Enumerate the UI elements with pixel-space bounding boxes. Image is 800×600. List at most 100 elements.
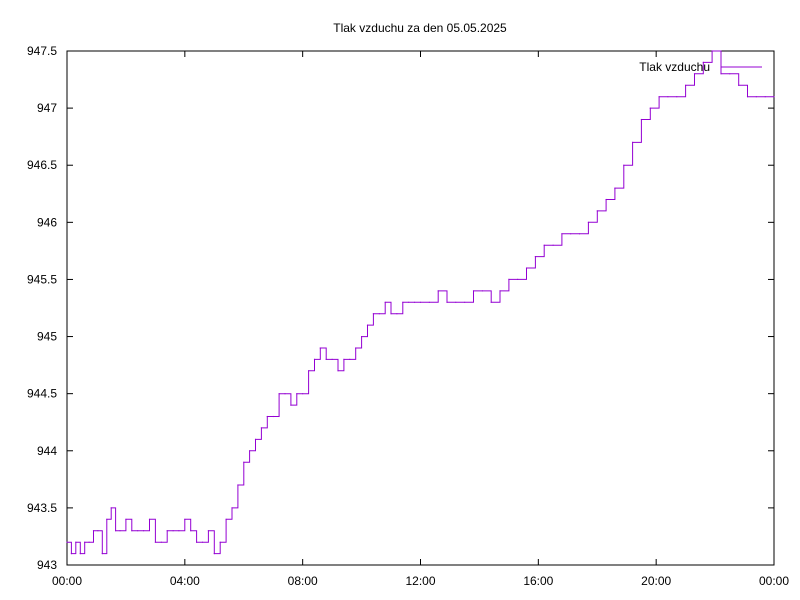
data-point	[160, 541, 162, 543]
data-point	[284, 393, 286, 395]
data-point	[632, 141, 634, 143]
data-point	[319, 347, 321, 349]
data-point	[302, 393, 304, 395]
data-point	[378, 313, 380, 315]
data-point	[231, 507, 233, 509]
data-point	[437, 290, 439, 292]
data-point	[525, 267, 528, 269]
data-point	[207, 530, 209, 532]
data-point	[172, 530, 174, 532]
data-point	[390, 313, 392, 315]
data-point	[237, 484, 239, 486]
data-point	[143, 530, 145, 532]
y-tick-label: 943	[37, 558, 57, 572]
data-point	[755, 96, 757, 98]
data-point	[481, 290, 483, 292]
data-point	[428, 301, 430, 303]
data-point	[266, 415, 268, 418]
data-point	[84, 541, 86, 543]
data-point	[517, 278, 519, 280]
y-tick-label: 943.5	[27, 501, 57, 515]
data-point	[693, 73, 696, 75]
data-point	[79, 553, 81, 555]
series-line-0	[67, 50, 774, 555]
data-point	[596, 210, 598, 212]
data-point	[343, 358, 345, 360]
y-tick-label: 946	[37, 215, 57, 229]
data-point	[720, 73, 722, 75]
data-point	[178, 530, 180, 532]
y-tick-label: 947	[37, 101, 57, 115]
x-axis: 00:00 04:00 08:00 12:00 16:00 20:00 00:00	[52, 51, 789, 588]
data-point	[746, 96, 749, 98]
data-point	[464, 301, 466, 303]
data-point	[561, 233, 563, 235]
data-point	[764, 96, 766, 98]
data-point	[543, 244, 545, 246]
data-point	[66, 541, 68, 543]
data-point	[308, 370, 310, 372]
x-tick-label: 20:00	[641, 574, 671, 588]
data-point	[667, 96, 669, 98]
data-point	[166, 530, 168, 532]
y-tick-label: 947.5	[27, 44, 57, 58]
data-point	[414, 301, 416, 303]
x-tick-label: 12:00	[405, 574, 435, 588]
data-point	[213, 553, 215, 555]
data-point	[676, 96, 678, 98]
data-point	[702, 61, 704, 64]
data-point	[384, 301, 386, 303]
data-point	[225, 518, 227, 520]
data-point	[640, 118, 643, 121]
data-point	[419, 301, 422, 303]
data-point	[337, 370, 339, 372]
data-point	[201, 541, 204, 543]
data-point	[534, 256, 537, 258]
x-tick-label: 08:00	[288, 574, 318, 588]
chart-title: Tlak vzduchu za den 05.05.2025	[333, 21, 507, 35]
y-tick-label: 944	[37, 444, 57, 458]
plot-area-frame	[66, 50, 775, 566]
data-point	[97, 530, 99, 532]
data-point	[137, 530, 139, 532]
data-point	[296, 393, 298, 395]
legend-label-tlak-vzduchu: Tlak vzduchu	[639, 60, 710, 74]
series-layer	[66, 50, 775, 555]
data-point	[361, 336, 363, 338]
data-point	[219, 541, 221, 543]
data-point	[623, 164, 625, 166]
data-point	[570, 233, 572, 235]
data-point	[455, 301, 457, 303]
data-point	[579, 233, 581, 235]
data-point	[131, 530, 133, 532]
data-point	[88, 541, 90, 543]
data-point	[738, 84, 740, 86]
data-point	[472, 290, 475, 292]
y-tick-label: 945	[37, 330, 57, 344]
data-point	[125, 518, 127, 520]
data-point	[70, 553, 72, 555]
y-tick-label: 944.5	[27, 387, 57, 401]
data-point	[508, 278, 510, 280]
data-point	[115, 530, 117, 532]
data-point	[272, 415, 274, 418]
data-point	[325, 358, 327, 360]
data-point	[106, 518, 108, 520]
data-point	[119, 530, 121, 532]
data-point	[249, 450, 251, 452]
data-point	[614, 187, 616, 189]
data-point	[331, 358, 333, 360]
x-tick-label: 00:00	[759, 574, 789, 588]
data-point	[196, 541, 198, 543]
y-tick-label: 945.5	[27, 272, 57, 286]
data-point	[278, 393, 280, 395]
data-point	[729, 73, 731, 75]
data-point	[649, 107, 651, 109]
data-point	[446, 301, 448, 303]
data-point	[313, 358, 316, 360]
data-point	[587, 221, 590, 223]
data-point	[372, 313, 374, 315]
x-tick-label: 04:00	[170, 574, 200, 588]
legend: Tlak vzduchu	[639, 60, 762, 74]
data-point	[184, 518, 186, 520]
